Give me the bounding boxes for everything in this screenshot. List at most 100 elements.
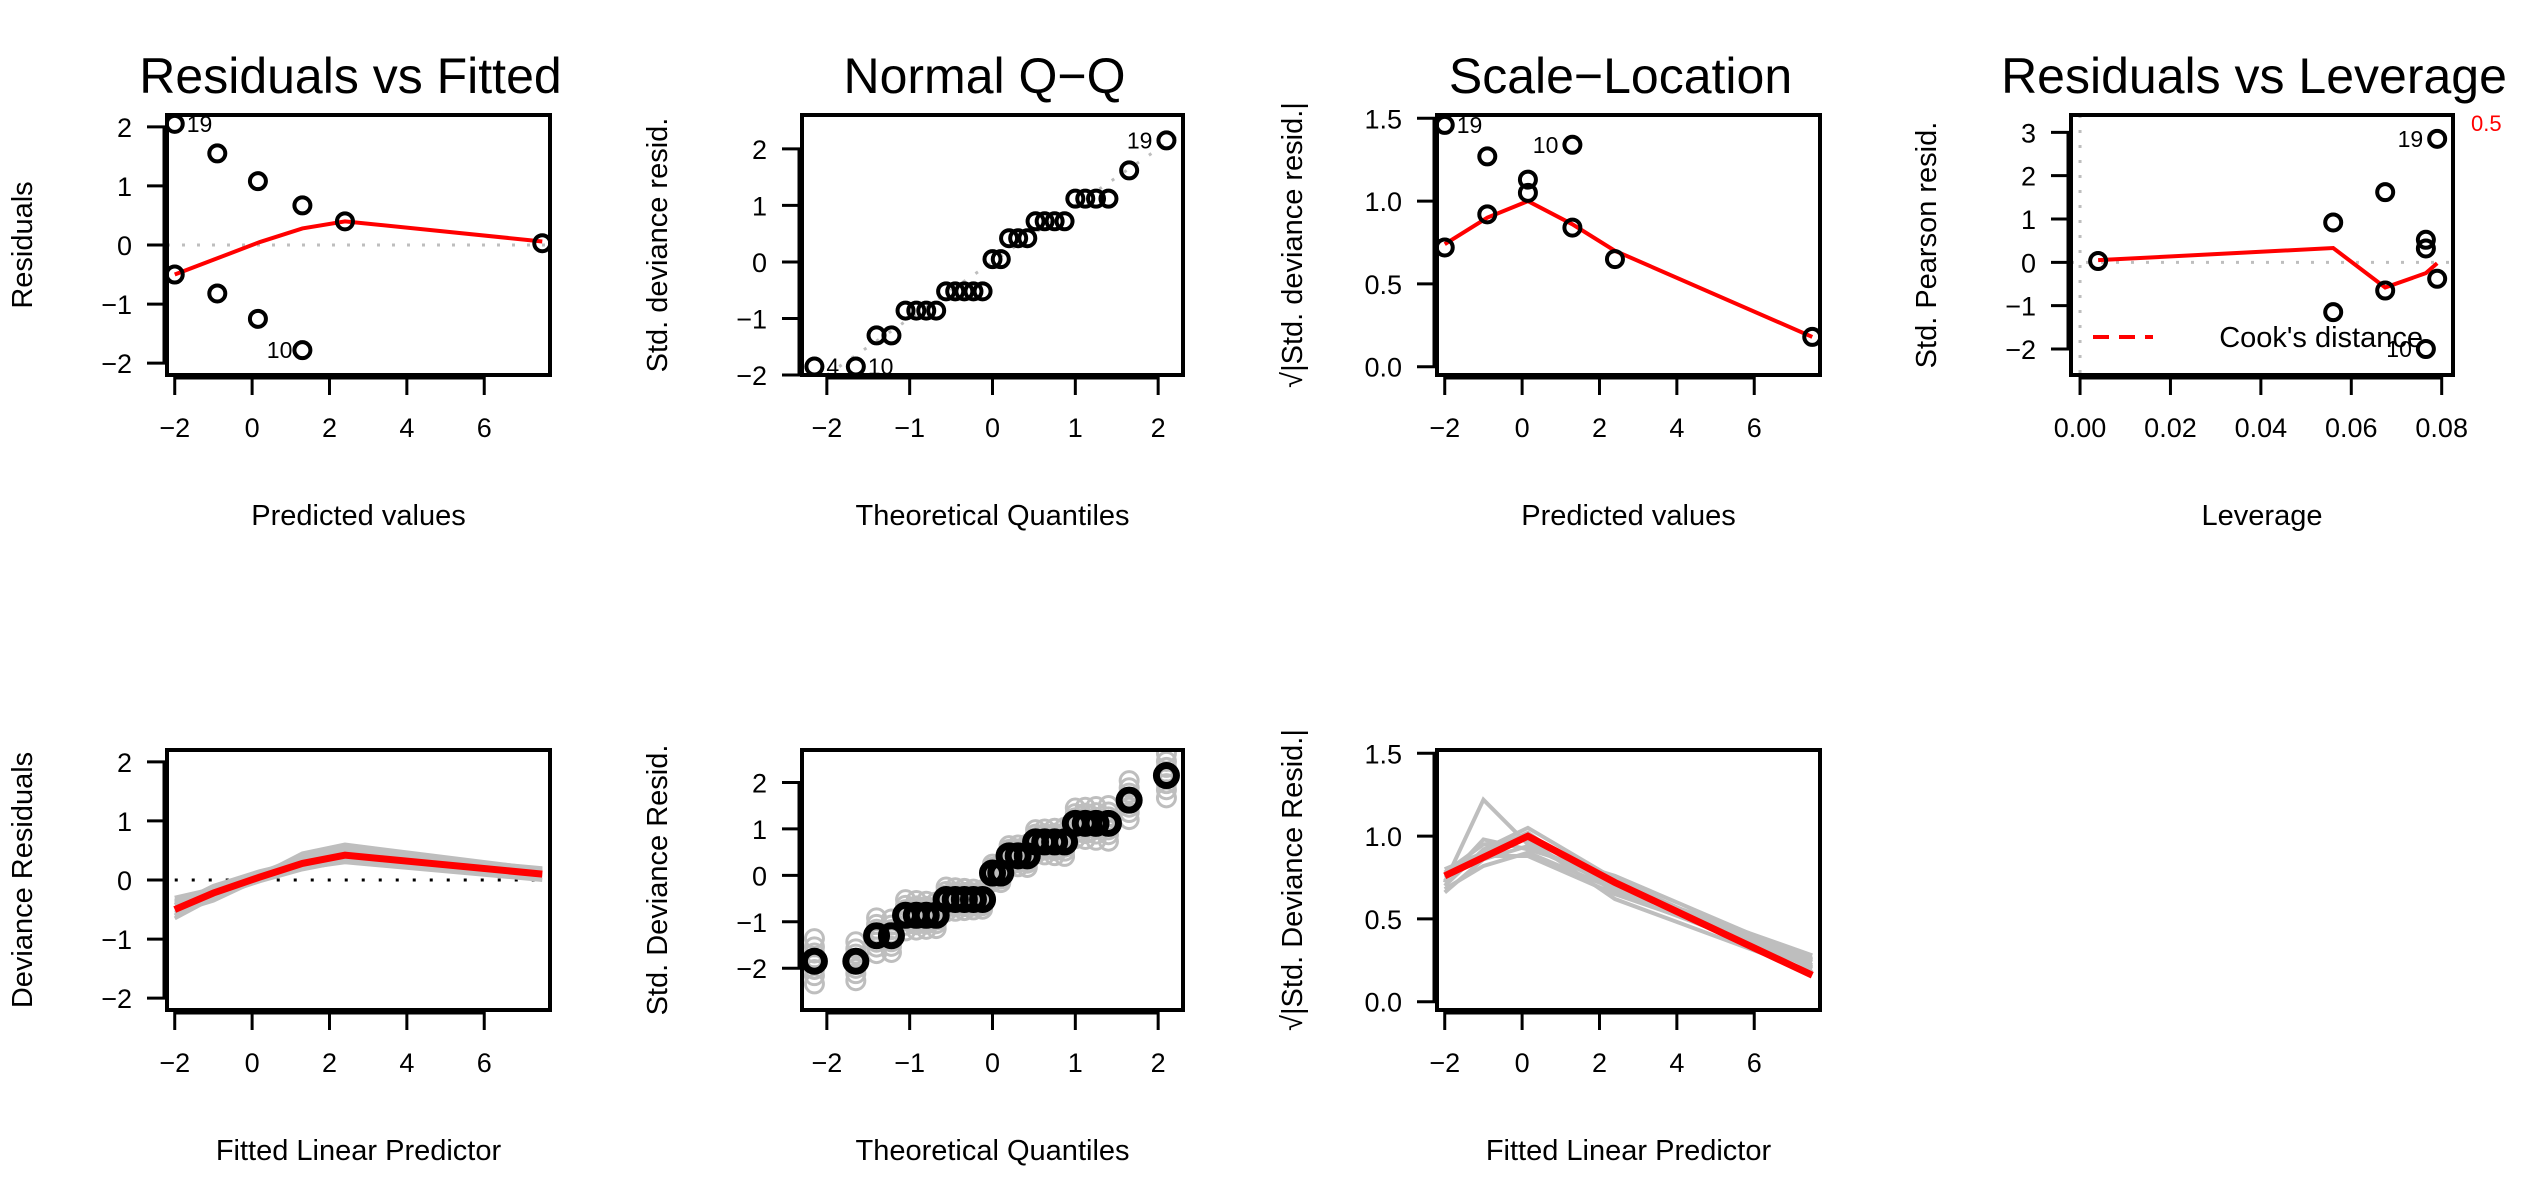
data-point — [2375, 182, 2396, 203]
data-point — [1004, 842, 1032, 870]
data-point — [334, 211, 355, 232]
data-point — [1477, 204, 1498, 225]
data-point — [2415, 339, 2436, 359]
plot-area — [804, 130, 1183, 375]
data-point — [292, 195, 313, 216]
smooth-line — [2098, 245, 2439, 290]
x-tick-label: 0.06 — [2325, 413, 2378, 443]
panel-p1: Residuals vs Fitted Predicted values Resid… — [7, 48, 562, 532]
x-tick-label: −2 — [159, 1048, 190, 1078]
simulated-point — [1118, 777, 1140, 799]
x-tick-label: −1 — [894, 413, 925, 443]
y-tick-label: 1 — [117, 172, 132, 202]
data-point — [1437, 115, 1455, 135]
data-point — [1604, 249, 1625, 270]
data-point — [906, 300, 927, 321]
y-axis-label: Deviance Residuals — [7, 752, 39, 1008]
plot-area — [2071, 115, 2453, 375]
x-tick-label: 4 — [399, 413, 414, 443]
y-axis-label: √|Std. Deviance Resid.| — [1277, 729, 1309, 1031]
y-axis-label: Std. Pearson resid. — [1911, 122, 1943, 369]
data-point — [1017, 228, 1038, 249]
data-point — [895, 300, 916, 321]
x-tick-label: 6 — [1747, 413, 1762, 443]
data-point — [1041, 828, 1069, 856]
data-point — [982, 249, 1003, 270]
y-tick-label: 0.5 — [1364, 905, 1402, 935]
data-point — [1562, 134, 1583, 155]
y-tick-label: 0 — [117, 866, 132, 896]
data-point — [969, 886, 997, 913]
x-tick-label: 0 — [1515, 413, 1530, 443]
x-axis-label: Fitted Linear Predictor — [216, 1135, 502, 1167]
y-tick-label: 1 — [117, 807, 132, 837]
data-point — [999, 228, 1020, 249]
data-point — [959, 886, 987, 913]
x-axis-label: Leverage — [2202, 500, 2323, 532]
x-tick-label: 6 — [477, 413, 492, 443]
panel-p3: Scale−Location Predicted values √|Std. dev… — [1277, 48, 1822, 532]
data-point — [845, 356, 866, 375]
plot-frame — [2069, 113, 2455, 377]
data-point — [1044, 211, 1065, 232]
fitted-trend-line — [173, 851, 543, 913]
x-axis-label: Theoretical Quantiles — [855, 500, 1129, 532]
y-tick-label: −1 — [2005, 292, 2036, 322]
x-tick-label: 1 — [1068, 413, 1083, 443]
data-point — [1098, 188, 1119, 209]
data-point — [2375, 280, 2396, 301]
y-tick-label: 0 — [117, 231, 132, 261]
y-tick-label: 2 — [117, 113, 132, 143]
panel-title: Normal Q−Q — [843, 48, 1125, 104]
data-point — [945, 281, 966, 302]
data-point — [842, 947, 870, 975]
data-point — [1008, 228, 1029, 249]
y-tick-label: −2 — [736, 954, 767, 984]
data-point — [936, 281, 957, 302]
legend-cooks-distance: Cook's distance — [2219, 322, 2423, 354]
plot-area — [1437, 115, 1820, 347]
point-label: 19 — [1127, 127, 1153, 153]
y-tick-label: 3 — [2021, 118, 2036, 148]
data-point — [207, 143, 228, 164]
simulated-point — [845, 938, 867, 960]
point-label: 10 — [1533, 132, 1559, 158]
x-tick-label: 0 — [1515, 1048, 1530, 1078]
data-point — [972, 281, 993, 302]
y-tick-label: −2 — [736, 361, 767, 391]
data-point — [167, 264, 185, 285]
plot-area — [167, 115, 550, 361]
x-tick-label: 2 — [1151, 1048, 1166, 1078]
y-tick-label: −2 — [101, 984, 132, 1014]
data-point — [247, 308, 268, 329]
data-point — [2088, 251, 2109, 272]
data-point — [1034, 211, 1055, 232]
x-tick-label: 0.08 — [2415, 413, 2468, 443]
x-tick-label: 4 — [1669, 1048, 1684, 1078]
y-axis-label: Std. deviance resid. — [642, 118, 674, 373]
x-tick-label: 0 — [985, 413, 1000, 443]
data-point — [1051, 828, 1079, 856]
y-tick-label: 0.0 — [1364, 988, 1402, 1018]
simulated-line — [1443, 843, 1813, 958]
x-tick-label: 0.04 — [2235, 413, 2288, 443]
y-tick-label: 1.5 — [1364, 104, 1402, 134]
y-tick-label: 2 — [752, 135, 767, 165]
x-tick-label: 0 — [245, 1048, 260, 1078]
y-tick-label: 2 — [117, 748, 132, 778]
data-point — [2415, 229, 2436, 250]
y-tick-label: 2 — [752, 769, 767, 799]
y-tick-label: 2 — [2021, 162, 2036, 192]
data-point — [912, 901, 940, 929]
y-tick-label: −1 — [101, 290, 132, 320]
y-tick-label: 1 — [752, 815, 767, 845]
y-tick-label: 1 — [752, 191, 767, 221]
data-point — [247, 171, 268, 192]
panel-title: Residuals vs Fitted — [139, 48, 561, 104]
data-point — [916, 300, 937, 321]
panel-p6: Theoretical Quantiles Std. Deviance Resid… — [642, 745, 1185, 1167]
y-tick-label: 0.5 — [1364, 270, 1402, 300]
x-tick-label: 0.02 — [2144, 413, 2197, 443]
data-point — [1115, 786, 1143, 814]
y-tick-label: −1 — [101, 925, 132, 955]
